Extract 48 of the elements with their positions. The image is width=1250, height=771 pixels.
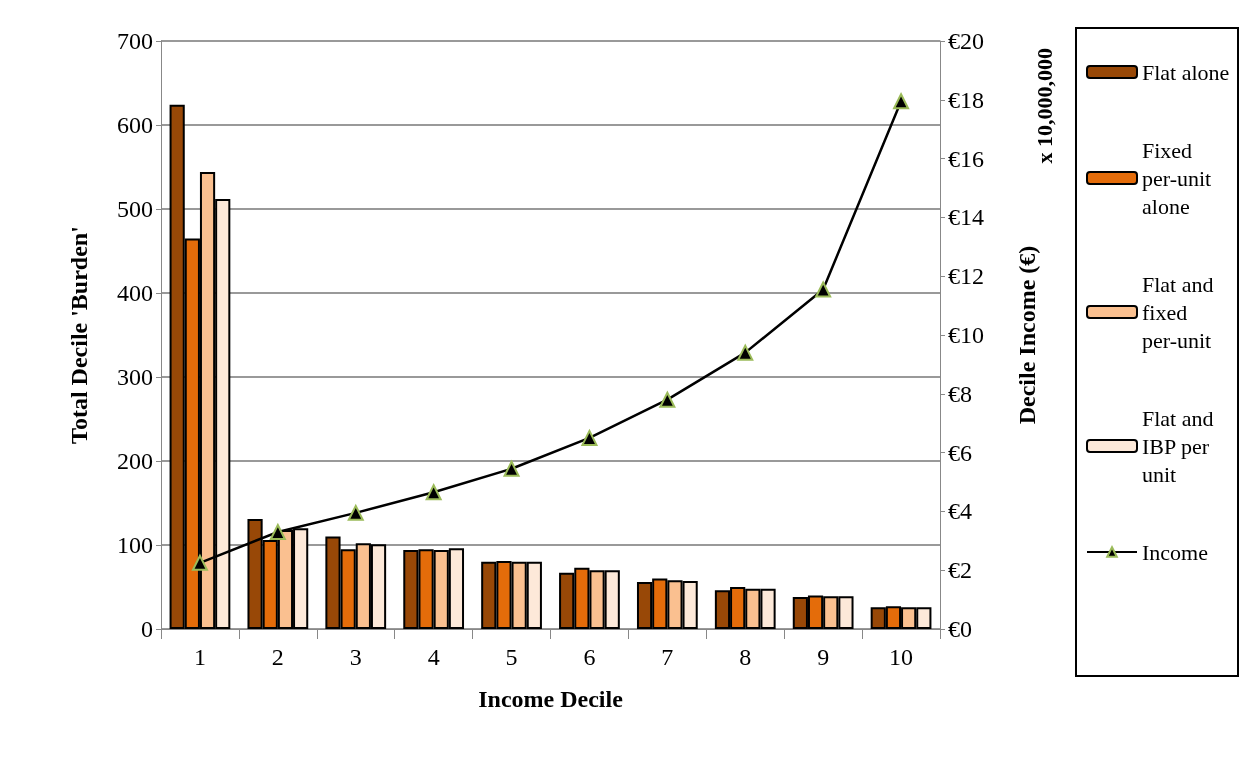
x-tick-label: 1 [193,644,206,670]
y2-tick-label: €8 [948,380,972,407]
point [503,460,520,477]
y2-tick-label: €0 [948,616,972,642]
point [425,484,442,501]
y2-axis-title: Decile Income (€) [1014,245,1040,425]
x-tick-label: 2 [271,644,284,670]
y2-tick-label: €10 [948,322,984,348]
x-tick-label: 5 [505,644,518,670]
y2-tick-label: €18 [948,86,984,113]
point [815,281,832,298]
y2-tick-label: €20 [948,28,984,54]
y2-tick-label: €12 [948,263,984,290]
x-tick-label: 6 [583,644,596,670]
x-tick-label: 9 [817,644,830,670]
x-tick-label: 10 [889,644,914,670]
point [737,344,754,361]
y-tick-label: 600 [117,112,153,138]
y2-tick-label: €6 [948,439,972,466]
point [893,93,910,110]
point [581,429,598,446]
y-tick-label: 400 [117,280,153,306]
x-tick-label: 4 [427,644,440,670]
y2-tick-label: €16 [948,145,984,172]
y2-tick-label: €4 [948,498,972,525]
x-tick-label: 7 [661,644,674,670]
x-tick-label: 8 [739,644,752,670]
x-axis-title: Income Decile [478,686,624,712]
y2-tick-label: €2 [948,557,972,584]
point [269,523,286,540]
legend-label: Flat alone [1142,59,1230,85]
y-tick-label: 700 [117,28,153,54]
text: x 10,000,000 [1031,48,1057,164]
legend-label: Flat and IBP per unit [1142,405,1219,487]
y-tick-label: 200 [117,448,153,474]
point [659,391,676,408]
point [191,554,208,571]
point [347,504,364,521]
y-tick-label: 300 [117,364,153,390]
y2-tick-label: €14 [948,204,984,231]
y-tick-label: 500 [117,196,153,222]
y-axis-title: Total Decile 'Burden' [66,226,92,444]
legend-label: Flat and fixed per-unit [1142,271,1219,353]
y-tick-label: 0 [141,616,153,642]
legend-label: Income [1142,539,1208,565]
x-tick-label: 3 [349,644,362,670]
legend-label: Fixed per-unit alone [1142,137,1217,219]
y-tick-label: 100 [117,532,153,558]
